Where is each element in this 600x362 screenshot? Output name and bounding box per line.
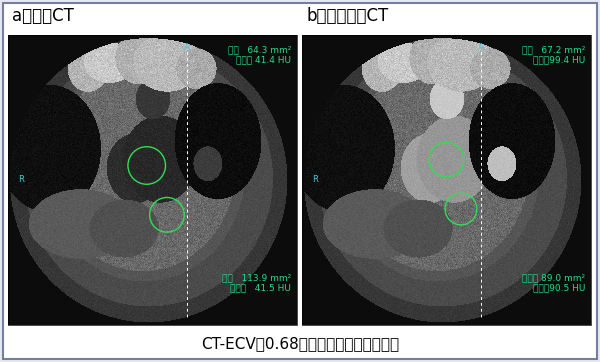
Text: A: A bbox=[478, 43, 484, 52]
Text: R: R bbox=[312, 176, 318, 185]
Bar bbox=[8, 35, 297, 325]
Text: 面積   64.3 mm²: 面積 64.3 mm² bbox=[227, 45, 291, 54]
Bar bbox=[302, 35, 591, 325]
Text: 平均値 41.4 HU: 平均値 41.4 HU bbox=[236, 55, 291, 64]
Text: 面積ｐ 89.0 mm²: 面積ｐ 89.0 mm² bbox=[522, 273, 585, 282]
Text: a：単純CT: a：単純CT bbox=[12, 7, 74, 25]
Text: 面積   67.2 mm²: 面積 67.2 mm² bbox=[521, 45, 585, 54]
Text: b：遅延造影CT: b：遅延造影CT bbox=[306, 7, 388, 25]
Text: A: A bbox=[184, 43, 190, 52]
Text: 平均値90.5 HU: 平均値90.5 HU bbox=[533, 283, 585, 292]
Text: 面積   113.9 mm²: 面積 113.9 mm² bbox=[222, 273, 291, 282]
Text: 平均値   41.5 HU: 平均値 41.5 HU bbox=[230, 283, 291, 292]
Text: CT-ECV＝0.68と著明な高値を示した。: CT-ECV＝0.68と著明な高値を示した。 bbox=[201, 337, 399, 352]
Text: 平均値99.4 HU: 平均値99.4 HU bbox=[533, 55, 585, 64]
Text: R: R bbox=[18, 176, 24, 185]
